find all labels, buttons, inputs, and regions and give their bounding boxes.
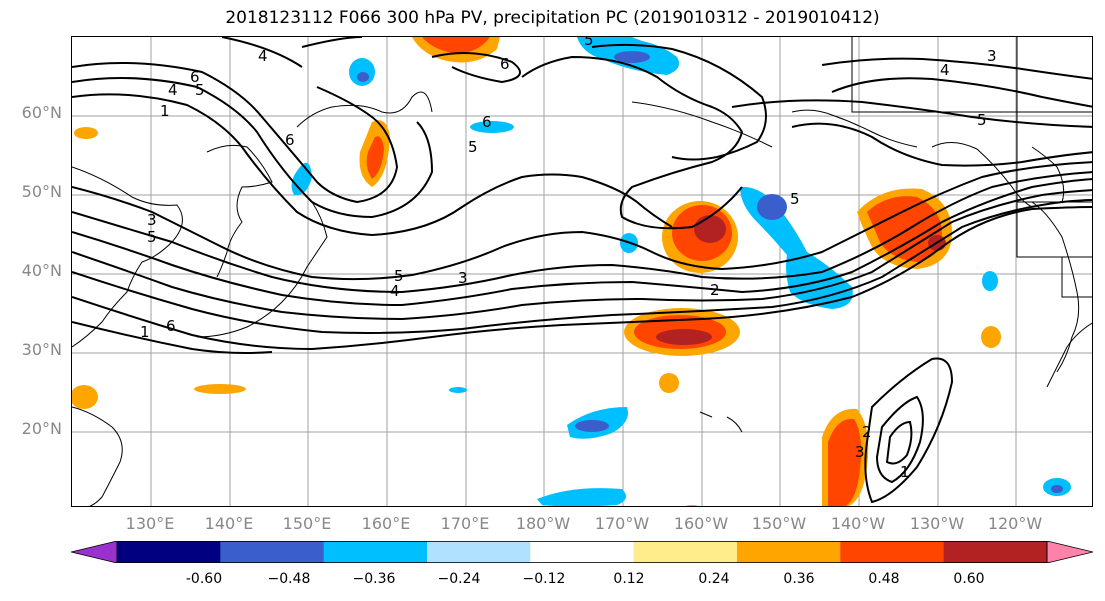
lat-label-30n: 30°N: [21, 340, 62, 359]
contour-label: 6: [482, 113, 492, 131]
colorbar-tick: 0.48: [868, 571, 900, 587]
contour-label: 5: [468, 138, 478, 156]
colorbar-tick: 0.24: [698, 571, 730, 587]
contour-label: 6: [166, 317, 176, 335]
map-title: 2018123112 F066 300 hPa PV, precipitatio…: [225, 8, 880, 28]
contour-label: 3: [855, 443, 865, 461]
colorbar-tick: 0.60: [953, 571, 985, 587]
map-panel: 4 6 4 5 1 6 6 5 6 5 3 5 5 4 3 1 6 2 5 3 …: [71, 36, 1093, 507]
contour-label: 5: [977, 111, 987, 129]
lat-label-50n: 50°N: [21, 182, 62, 201]
contour-label: 5: [790, 190, 800, 208]
contour-label: 6: [190, 68, 200, 86]
contour-label: 3: [147, 211, 157, 229]
colorbar-extend-low: [71, 541, 118, 563]
contour-label: 2: [710, 281, 720, 299]
contour-label: 4: [940, 61, 950, 79]
contour-label: 5: [195, 81, 205, 99]
colorbar-tick: −0.24: [437, 571, 481, 587]
lon-label-120w: 120°W: [987, 514, 1043, 533]
map-canvas: 4 6 4 5 1 6 6 5 6 5 3 5 5 4 3 1 6 2 5 3 …: [72, 37, 1092, 506]
lon-label-150e: 150°E: [282, 514, 332, 533]
lon-label-160e: 160°E: [361, 514, 411, 533]
lon-label-130w: 130°W: [909, 514, 965, 533]
contour-label: 1: [160, 102, 170, 120]
colorbar-tick: −0.12: [522, 571, 566, 587]
contour-label: 5: [394, 267, 404, 285]
lon-label-150w: 150°W: [751, 514, 807, 533]
contour-label: 5: [147, 228, 157, 246]
contour-label: 6: [500, 55, 510, 73]
lon-label-130e: 130°E: [125, 514, 175, 533]
colorbar: [71, 541, 1093, 563]
pv-contour-labels: 4 6 4 5 1 6 6 5 6 5 3 5 5 4 3 1 6 2 5 3 …: [140, 37, 997, 481]
colorbar-segment: [427, 541, 531, 563]
contour-label: 1: [900, 463, 910, 481]
colorbar-segment: [737, 541, 841, 563]
colorbar-segment: [117, 541, 221, 563]
colorbar-segments: [71, 541, 1093, 563]
colorbar-tick: −0.48: [267, 571, 311, 587]
contour-label: 4: [390, 282, 400, 300]
precip-positive-shading: [72, 37, 1001, 506]
colorbar-segment: [840, 541, 945, 563]
contour-label: 6: [285, 131, 295, 149]
lon-label-140e: 140°E: [204, 514, 254, 533]
colorbar-segment: [530, 541, 635, 563]
colorbar-segment: [633, 541, 738, 563]
contour-label: 5: [584, 37, 594, 49]
colorbar-outline: [116, 541, 1048, 563]
colorbar-tick: −0.36: [352, 571, 396, 587]
colorbar-tick: 0.12: [613, 571, 645, 587]
lat-label-60n: 60°N: [21, 103, 62, 122]
lat-label-20n: 20°N: [21, 419, 62, 438]
coastlines: [72, 37, 1092, 506]
contour-label: 1: [140, 323, 150, 341]
contour-label: 3: [458, 269, 468, 287]
contour-label: 3: [987, 47, 997, 65]
colorbar-tick: 0.36: [783, 571, 815, 587]
contour-label: 4: [168, 81, 178, 99]
colorbar-extend-high: [1046, 541, 1093, 563]
lon-label-170w: 170°W: [594, 514, 650, 533]
pv-contours: [72, 37, 1092, 504]
colorbar-segment: [943, 541, 1048, 563]
colorbar-segment: [220, 541, 325, 563]
colorbar-tick: -0.60: [185, 571, 223, 587]
lon-label-180w: 180°W: [515, 514, 571, 533]
lat-label-40n: 40°N: [21, 261, 62, 280]
lon-label-140w: 140°W: [830, 514, 886, 533]
lon-label-170e: 170°E: [440, 514, 490, 533]
precip-negative-shading: [291, 37, 1071, 506]
contour-label: 4: [258, 47, 268, 65]
lon-label-160w: 160°W: [673, 514, 729, 533]
colorbar-segment: [323, 541, 428, 563]
contour-label: 2: [862, 423, 872, 441]
